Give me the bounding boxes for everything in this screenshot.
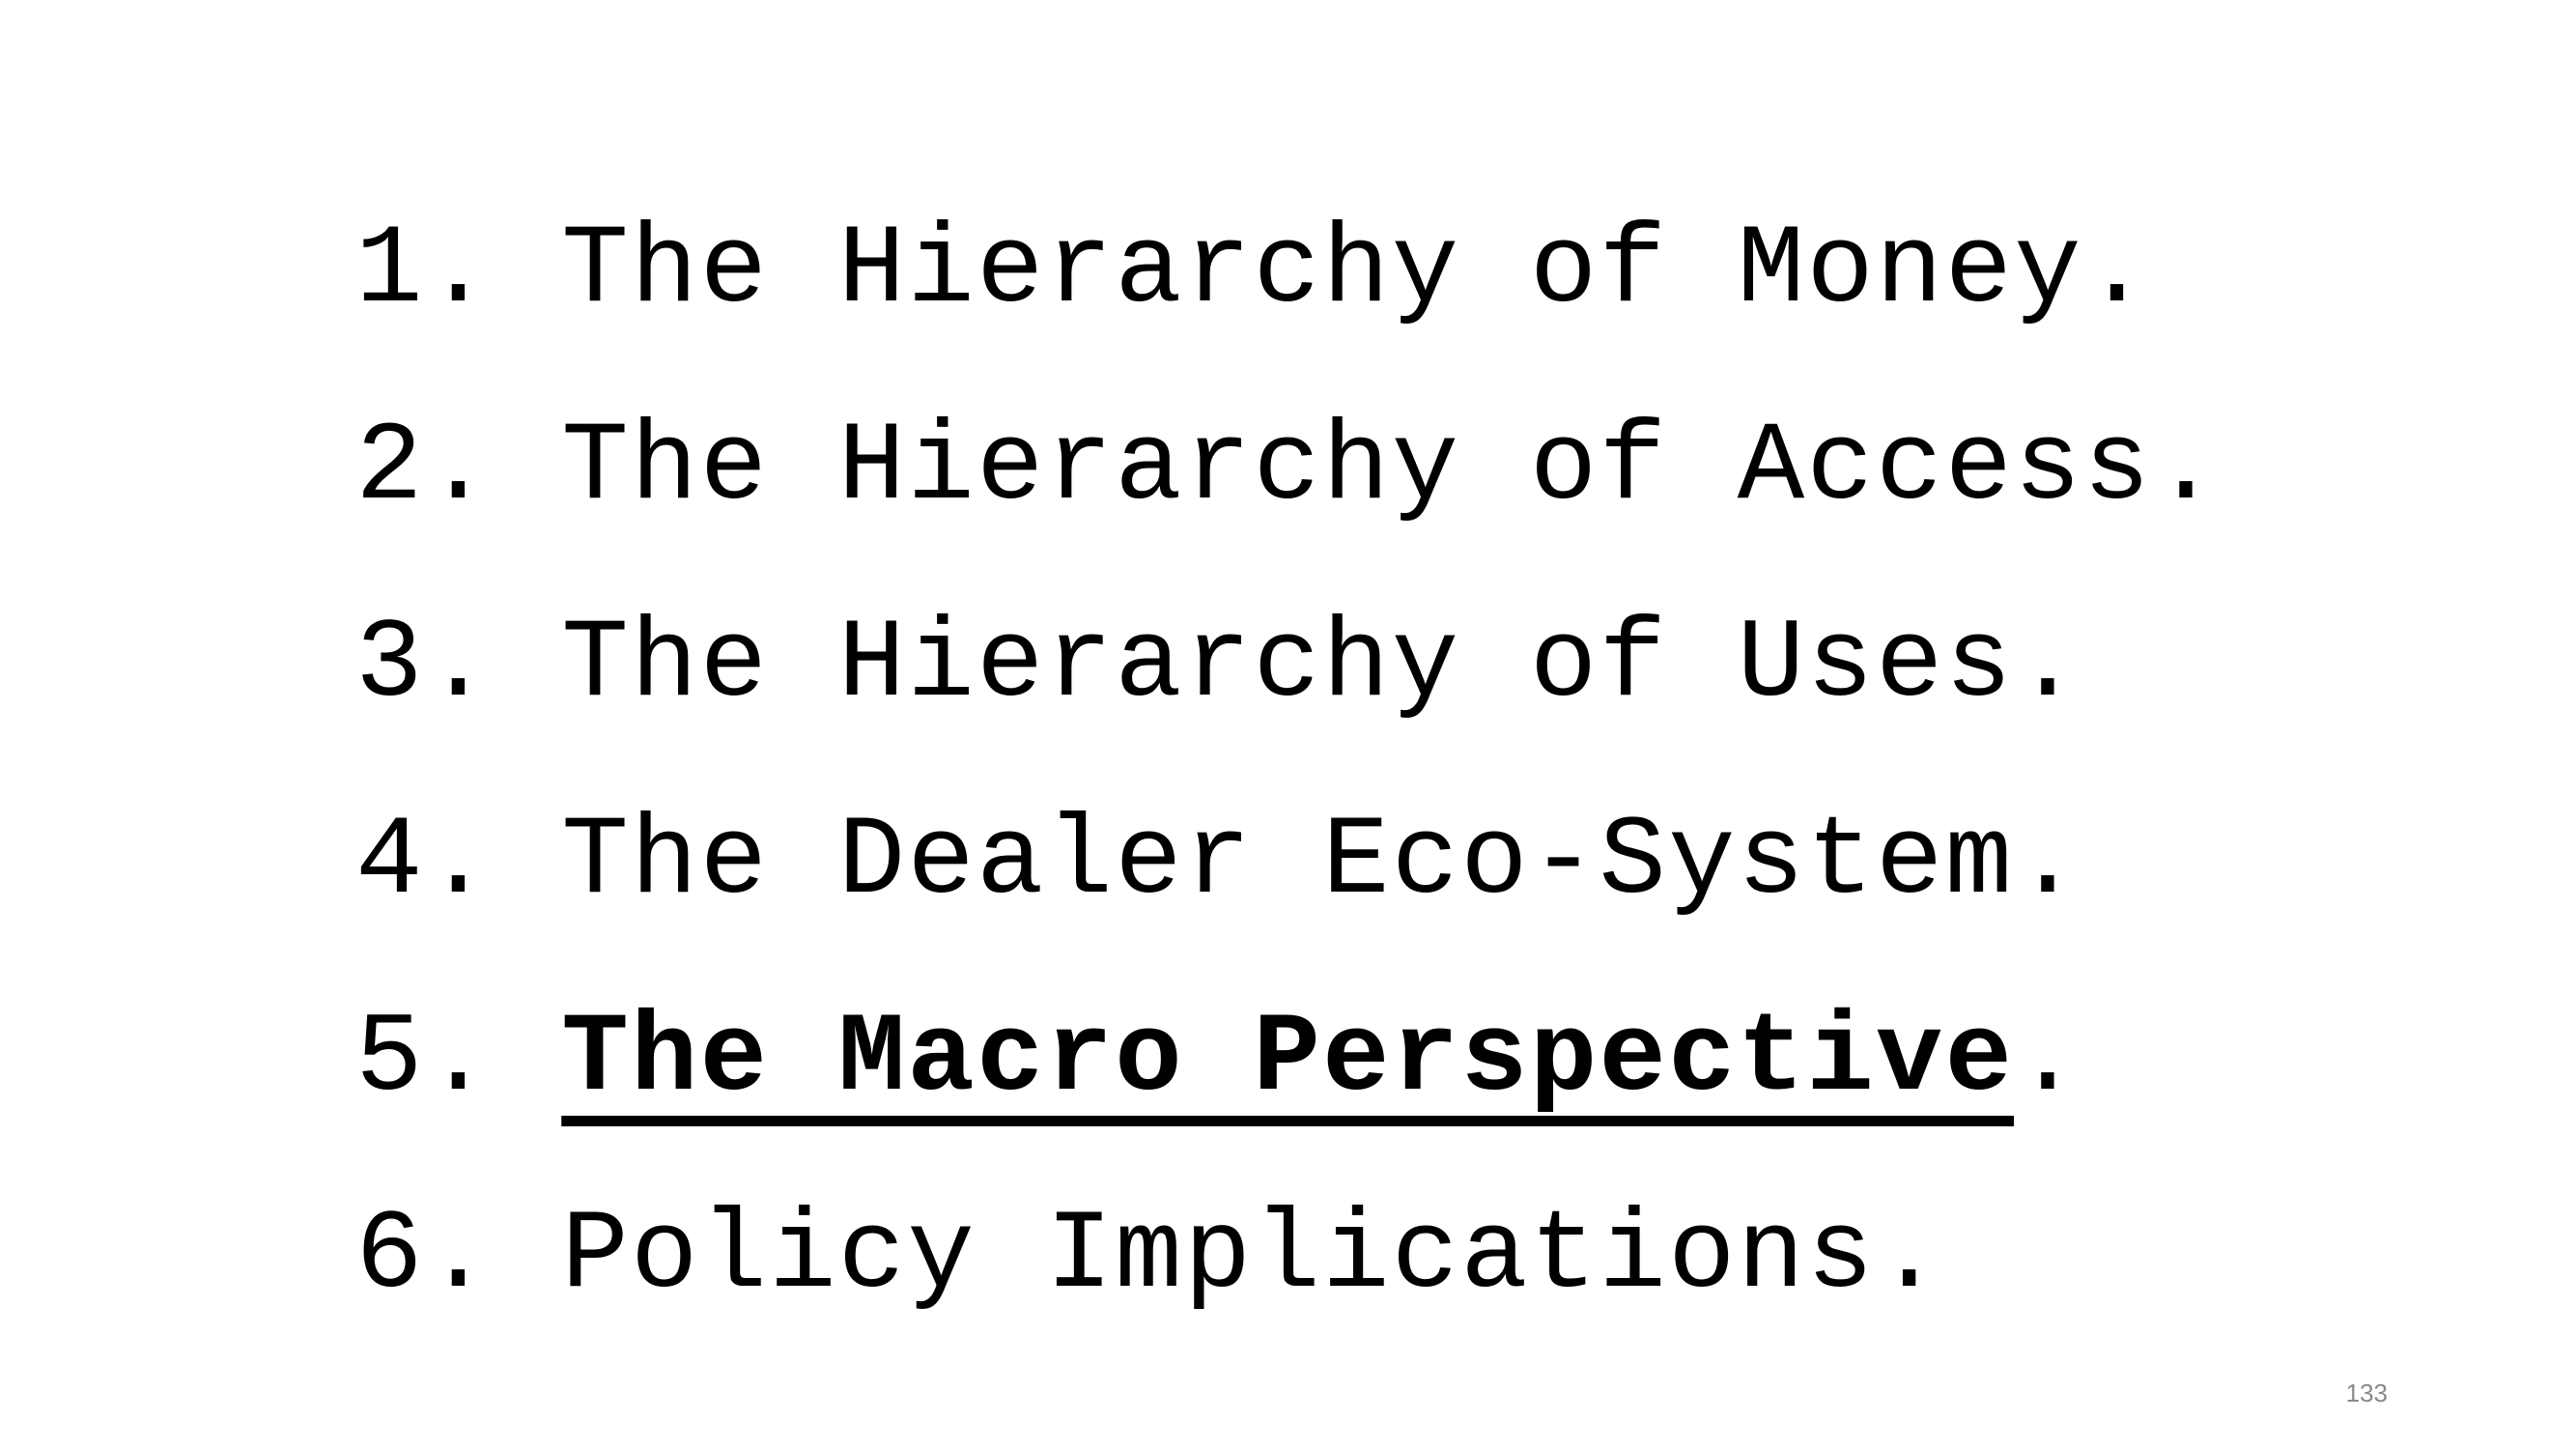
item-number: 6.: [355, 1192, 495, 1320]
current-item-label: The Macro Perspective: [561, 995, 2015, 1122]
item-period: .: [2014, 798, 2083, 925]
agenda-item-hierarchy-of-money: 1. The Hierarchy of Money.: [355, 172, 2222, 369]
agenda-item-dealer-eco-system: 4. The Dealer Eco-System.: [355, 763, 2222, 960]
agenda-item-hierarchy-of-uses: 3. The Hierarchy of Uses.: [355, 566, 2222, 763]
item-number: 2.: [355, 404, 495, 531]
agenda-item-hierarchy-of-access: 2. The Hierarchy of Access.: [355, 369, 2222, 566]
item-label: Policy Implications: [561, 1192, 1876, 1320]
item-number: 5.: [355, 995, 495, 1122]
item-period: .: [2082, 207, 2153, 334]
item-period: .: [2014, 601, 2083, 728]
item-number: 4.: [355, 798, 495, 925]
slide-number: 133: [2345, 1378, 2388, 1407]
item-number: 3.: [355, 601, 495, 728]
item-period: .: [2014, 995, 2083, 1122]
item-label: The Hierarchy of Money: [561, 207, 2083, 334]
item-label: The Hierarchy of Access: [561, 404, 2153, 531]
agenda-list: 1. The Hierarchy of Money. 2. The Hierarch…: [355, 172, 2222, 1354]
item-label: The Dealer Eco-System: [561, 798, 2015, 925]
agenda-item-macro-perspective: 5. The Macro Perspective.: [355, 960, 2222, 1157]
item-period: .: [2152, 404, 2222, 531]
item-period: .: [1875, 1192, 1945, 1320]
item-number: 1.: [355, 207, 495, 334]
item-label: The Hierarchy of Uses: [561, 601, 2015, 728]
agenda-item-policy-implications: 6. Policy Implications.: [355, 1157, 2222, 1354]
